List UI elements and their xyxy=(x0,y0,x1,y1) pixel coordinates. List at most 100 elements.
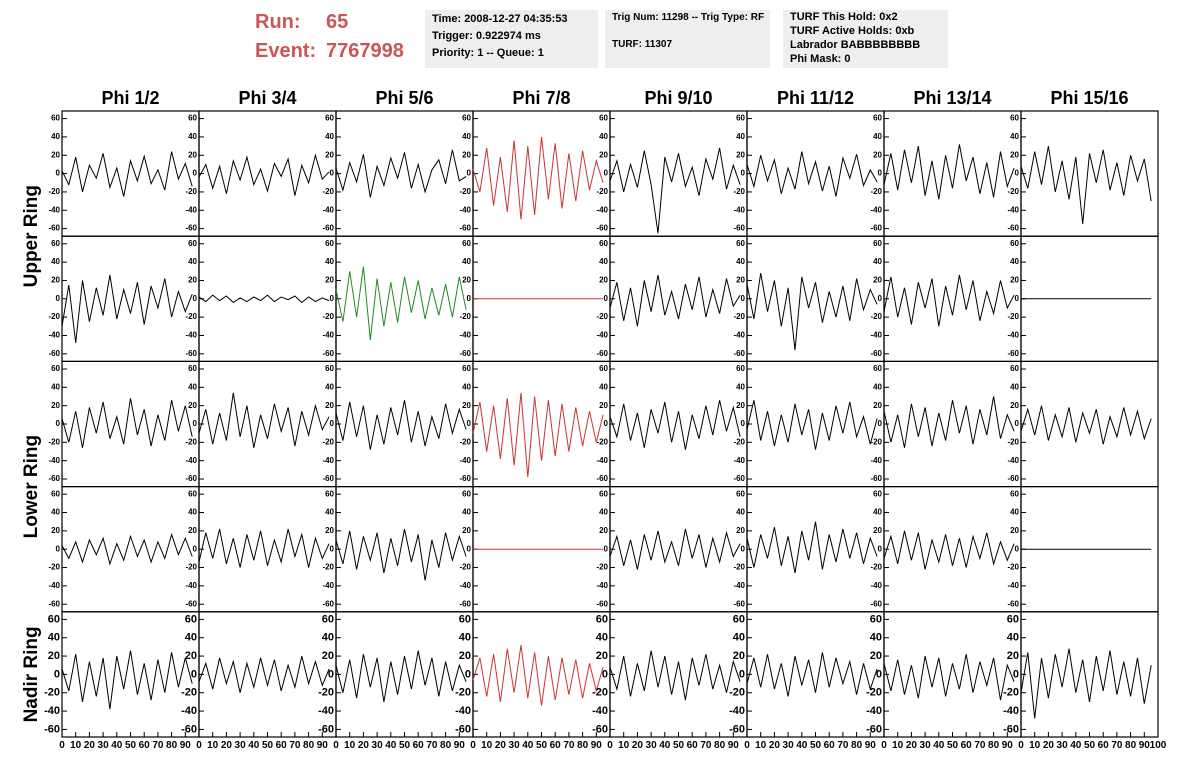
y-tick-label: 20 xyxy=(322,650,334,662)
y-tick-label: 20 xyxy=(325,276,334,285)
panel xyxy=(883,486,1022,613)
y-tick-label: -20 xyxy=(733,437,745,446)
column-label: Phi 1/2 xyxy=(101,88,159,108)
x-tick-label: 20 xyxy=(495,740,507,751)
waveform xyxy=(883,144,1015,200)
panel xyxy=(335,110,474,237)
y-tick-label: 0 xyxy=(191,668,197,680)
y-tick-label: -20 xyxy=(1007,437,1019,446)
panel xyxy=(609,360,748,488)
x-tick-label: 50 xyxy=(399,740,411,751)
waveform xyxy=(609,528,741,570)
y-tick-label: -40 xyxy=(733,205,745,214)
y-tick-label: -40 xyxy=(48,456,60,465)
waveform xyxy=(609,274,741,327)
y-tick-label: 0 xyxy=(1015,419,1020,428)
x-tick-label: 0 xyxy=(333,740,339,751)
y-tick-label: 20 xyxy=(873,276,882,285)
y-tick-label: -20 xyxy=(596,437,608,446)
event: 7767998 xyxy=(326,40,404,62)
y-tick-label: -20 xyxy=(596,187,608,196)
x-tick-label: 20 xyxy=(906,740,918,751)
waveform xyxy=(198,392,330,448)
x-tick-label: 20 xyxy=(84,740,96,751)
y-tick-label: -20 xyxy=(455,687,471,699)
x-tick-label: 100 xyxy=(1150,740,1167,751)
y-tick-label: 20 xyxy=(462,401,471,410)
column-label: Phi 13/14 xyxy=(913,88,991,108)
y-tick-label: 20 xyxy=(599,150,608,159)
x-tick-label: 60 xyxy=(139,740,151,751)
y-tick-label: -60 xyxy=(733,349,745,358)
y-tick-label: 60 xyxy=(596,613,608,625)
y-tick-label: 40 xyxy=(51,257,60,266)
y-tick-label: -40 xyxy=(185,456,197,465)
y-tick-label: 40 xyxy=(188,257,197,266)
y-tick-label: 20 xyxy=(873,401,882,410)
y-tick-label: -20 xyxy=(181,687,197,699)
panel xyxy=(746,611,885,738)
y-tick-label: -20 xyxy=(729,687,745,699)
y-tick-label: -60 xyxy=(185,224,197,233)
y-tick-label: -60 xyxy=(733,599,745,608)
y-tick-label: 20 xyxy=(51,150,60,159)
y-tick-label: 60 xyxy=(1010,114,1019,123)
column-label: Phi 3/4 xyxy=(238,88,296,108)
y-tick-label: 60 xyxy=(873,489,882,498)
waveform xyxy=(883,530,1015,570)
y-tick-label: -20 xyxy=(596,312,608,321)
y-tick-label: 0 xyxy=(54,668,60,680)
waveform xyxy=(198,528,330,568)
x-tick-label: 70 xyxy=(426,740,438,751)
x-tick-label: 70 xyxy=(837,740,849,751)
y-tick-label: -20 xyxy=(733,563,745,572)
event-label: Event: xyxy=(255,40,316,62)
x-tick-label: 60 xyxy=(276,740,288,751)
y-tick-label: 40 xyxy=(325,382,334,391)
y-tick-label: -20 xyxy=(322,187,334,196)
y-tick-label: 40 xyxy=(322,632,334,644)
y-tick-label: 60 xyxy=(873,114,882,123)
y-tick-label: 40 xyxy=(873,382,882,391)
x-tick-label: 70 xyxy=(974,740,986,751)
panel xyxy=(472,611,611,738)
panel xyxy=(61,235,200,362)
y-tick-label: -60 xyxy=(322,224,334,233)
y-tick-label: 20 xyxy=(188,276,197,285)
waveform xyxy=(198,655,330,693)
info-line: Trig Num: 11298 -- Trig Type: RF xyxy=(612,12,764,23)
y-tick-label: -40 xyxy=(870,331,882,340)
y-tick-label: -20 xyxy=(733,187,745,196)
y-tick-label: 20 xyxy=(1010,276,1019,285)
y-tick-label: 60 xyxy=(736,114,745,123)
panel xyxy=(609,110,748,237)
waveform xyxy=(335,400,467,450)
y-tick-label: 40 xyxy=(870,632,882,644)
y-tick-label: 60 xyxy=(736,239,745,248)
y-tick-label: -60 xyxy=(729,723,745,735)
y-tick-label: 60 xyxy=(462,489,471,498)
y-tick-label: 40 xyxy=(188,132,197,141)
panel xyxy=(1020,611,1159,738)
x-tick-label: 50 xyxy=(1084,740,1096,751)
x-tick-label: 70 xyxy=(289,740,301,751)
x-tick-label: 10 xyxy=(755,740,767,751)
y-tick-label: 60 xyxy=(325,364,334,373)
waveform xyxy=(1020,405,1152,445)
waveform xyxy=(198,294,330,304)
y-tick-label: -20 xyxy=(866,687,882,699)
panel xyxy=(61,110,200,237)
y-tick-label: 0 xyxy=(1015,544,1020,553)
y-tick-label: 0 xyxy=(467,169,472,178)
y-tick-label: -40 xyxy=(185,331,197,340)
x-tick-label: 50 xyxy=(947,740,959,751)
y-tick-label: 20 xyxy=(736,401,745,410)
x-tick-label: 30 xyxy=(1057,740,1069,751)
waveform xyxy=(61,151,193,197)
y-tick-label: -20 xyxy=(459,563,471,572)
y-tick-label: -40 xyxy=(870,581,882,590)
y-tick-label: -20 xyxy=(870,437,882,446)
x-tick-label: 60 xyxy=(550,740,562,751)
y-tick-label: -40 xyxy=(185,205,197,214)
x-tick-label: 0 xyxy=(470,740,476,751)
